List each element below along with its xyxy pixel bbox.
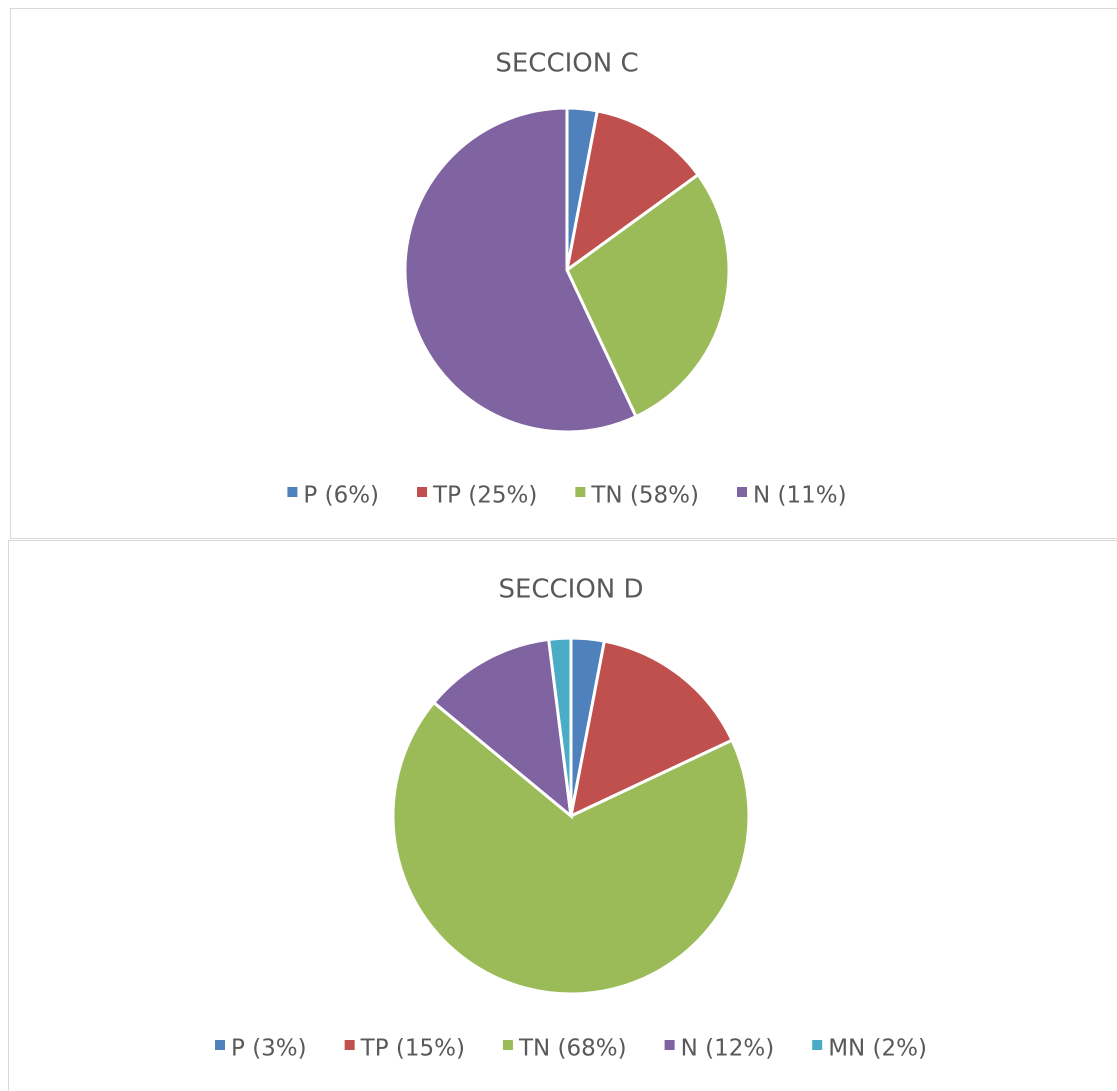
legend-label: P (3%) xyxy=(231,1036,307,1062)
legend-swatch xyxy=(575,487,586,497)
pie-slice xyxy=(568,639,735,819)
legend-swatch xyxy=(736,487,747,497)
chart-title: SECCION C xyxy=(495,49,638,79)
legend-swatch xyxy=(287,487,298,497)
legend-swatch xyxy=(664,1040,675,1050)
legend-label: MN (2%) xyxy=(828,1036,927,1062)
pie-slice xyxy=(547,636,573,817)
pie-slice xyxy=(564,109,701,274)
legend-label: P (6%) xyxy=(303,483,379,509)
legend-label: TP (15%) xyxy=(360,1036,465,1062)
legend-swatch xyxy=(417,487,428,497)
legend-label: N (12%) xyxy=(681,1036,775,1062)
legend-swatch xyxy=(502,1040,513,1050)
legend-label: TN (58%) xyxy=(590,483,699,509)
chart-frame xyxy=(8,540,1117,1091)
legend: P (3%) TP (15%) TN (68%) N (12%) MN (2%) xyxy=(215,1036,927,1062)
pie-slice xyxy=(391,700,751,996)
legend-label: N (11%) xyxy=(753,483,847,509)
chart-frame xyxy=(10,8,1117,539)
legend-label: TP (25%) xyxy=(432,483,537,509)
pie-slice xyxy=(403,106,638,434)
legend-swatch xyxy=(344,1040,355,1050)
chart-title: SECCION D xyxy=(498,575,643,605)
pie-slice xyxy=(431,637,573,820)
legend-swatch xyxy=(215,1040,226,1050)
pie-slice xyxy=(565,172,731,419)
legend-swatch xyxy=(812,1040,823,1050)
legend-label: TN (68%) xyxy=(518,1036,627,1062)
legend: P (6%) TP (25%) TN (58%) N (11%) xyxy=(287,483,847,509)
